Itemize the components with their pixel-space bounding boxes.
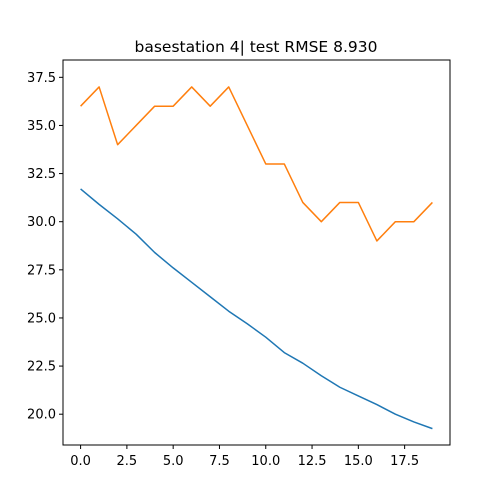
- x-tick-label: 2.5: [117, 454, 138, 469]
- x-tick-label: 10.0: [251, 454, 280, 469]
- y-tick-label: 35.0: [27, 119, 56, 134]
- x-tick-label: 15.0: [344, 454, 373, 469]
- x-tick-label: 17.5: [390, 454, 419, 469]
- x-tick-label: 12.5: [298, 454, 327, 469]
- x-tick-label: 7.5: [209, 454, 230, 469]
- y-tick-label: 22.5: [27, 360, 56, 375]
- series-line-2: [80, 86, 433, 242]
- y-tick-label: 37.5: [27, 71, 56, 86]
- x-tick-label: 5.0: [163, 454, 184, 469]
- x-axis: 0.0 2.5 5.0 7.5 10.0 12.5 15.0 17.5: [70, 445, 419, 469]
- y-tick-label: 20.0: [27, 408, 56, 423]
- series-line-1: [80, 188, 433, 430]
- y-axis: 20.0 22.5 25.0 27.5 30.0 32.5 35.0 37.5: [27, 71, 63, 423]
- y-tick-label: 27.5: [27, 263, 56, 278]
- plot-frame: [62, 59, 451, 446]
- x-tick-label: 0.0: [70, 454, 91, 469]
- y-tick-label: 25.0: [27, 311, 56, 326]
- y-tick-label: 30.0: [27, 215, 56, 230]
- chart-title: basestation 4| test RMSE 8.930: [135, 38, 378, 56]
- y-tick-label: 32.5: [27, 167, 56, 182]
- plot-lines: [80, 86, 433, 430]
